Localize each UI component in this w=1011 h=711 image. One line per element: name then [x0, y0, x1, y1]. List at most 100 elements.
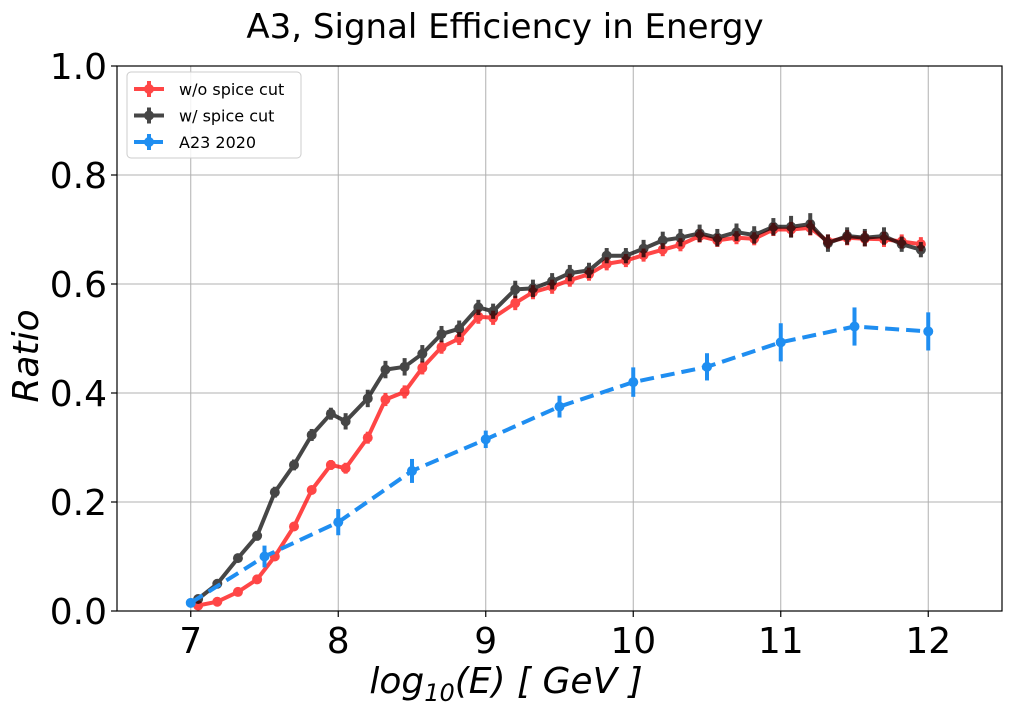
data-point — [212, 596, 223, 607]
data-point — [399, 361, 410, 372]
data-point — [488, 306, 499, 317]
data-point — [896, 239, 907, 250]
series-layer — [185, 213, 934, 611]
data-point — [380, 364, 391, 375]
data-point — [436, 342, 447, 353]
data-point — [252, 530, 263, 541]
data-point — [584, 265, 594, 276]
y-tick-label: 0.6 — [50, 265, 107, 306]
data-point — [306, 485, 317, 496]
data-point — [473, 302, 484, 313]
data-point — [601, 250, 612, 261]
data-point — [702, 361, 712, 372]
data-point — [325, 408, 336, 419]
data-point — [657, 244, 668, 255]
data-point — [417, 362, 428, 373]
data-point — [473, 311, 484, 322]
series-line-a23-2020 — [189, 324, 929, 605]
legend-marker-a23-2020 — [134, 134, 164, 150]
x-tick-label: 10 — [610, 621, 656, 662]
data-point — [399, 386, 410, 397]
data-point — [915, 244, 926, 255]
series-line-w-o-spice-cut — [197, 225, 922, 608]
y-tick-label: 1.0 — [50, 47, 107, 88]
data-point — [232, 586, 243, 597]
y-axis-label: Ratio — [6, 309, 47, 402]
legend-point — [144, 137, 154, 147]
data-point — [564, 268, 575, 279]
data-point — [454, 333, 465, 344]
legend-box — [126, 71, 302, 159]
data-point — [436, 329, 447, 340]
legend-label-a23-2020: A23 2020 — [179, 133, 256, 152]
series-w-spice-cut — [193, 213, 926, 605]
data-point — [923, 326, 934, 337]
data-point — [289, 521, 299, 532]
data-point — [417, 348, 428, 359]
plot-frame — [116, 65, 1003, 612]
x-tick-label: 11 — [758, 621, 804, 662]
x-axis-label: log10(E) [ GeV ] — [369, 661, 642, 707]
data-point — [601, 258, 612, 269]
data-point — [768, 221, 779, 232]
data-point — [362, 432, 373, 443]
legend-label-w-spice-cut: w/ spice cut — [179, 107, 274, 126]
chart-title: A3, Signal Efficiency in Energy — [246, 7, 763, 47]
data-point — [510, 284, 521, 295]
data-point — [362, 393, 373, 404]
data-point — [712, 232, 723, 243]
data-point — [527, 283, 538, 294]
data-point — [786, 221, 797, 232]
y-tick-label: 0.2 — [50, 483, 107, 524]
data-point — [749, 229, 760, 240]
x-tick-label: 9 — [474, 621, 497, 662]
legend: w/o spice cut w/ spice cut A23 2020 — [126, 71, 302, 159]
data-point — [554, 401, 565, 412]
series-a23-2020 — [185, 307, 934, 608]
y-tick-label: 0.8 — [50, 156, 107, 197]
data-point — [510, 298, 521, 309]
data-point — [340, 416, 351, 427]
x-tick-label: 12 — [905, 621, 951, 662]
data-point — [259, 551, 270, 562]
data-point — [628, 377, 639, 388]
x-tick-label: 8 — [327, 621, 350, 662]
data-point — [805, 219, 816, 230]
data-point — [849, 321, 860, 332]
y-tick-label: 0.0 — [50, 592, 107, 633]
data-point — [380, 394, 391, 405]
data-point — [822, 238, 833, 249]
data-point — [325, 459, 336, 470]
data-point — [842, 231, 853, 242]
data-point — [289, 459, 299, 470]
data-point — [454, 323, 465, 334]
data-point — [638, 243, 649, 254]
data-point — [269, 487, 280, 498]
data-point — [731, 227, 742, 238]
legend-point — [144, 84, 154, 94]
legend-point — [144, 110, 154, 121]
data-point — [340, 463, 351, 474]
x-tick-label: 7 — [179, 621, 202, 662]
data-point — [675, 232, 686, 243]
data-point — [657, 235, 668, 246]
legend-label-w-o-spice-cut: w/o spice cut — [179, 80, 284, 99]
data-point — [859, 232, 870, 243]
axis-ticks: 7 8 9 10 11 12 0.0 0.2 0.4 0.6 0.8 1.0 — [50, 47, 951, 662]
legend-marker-w-spice-cut — [134, 107, 164, 124]
data-point — [620, 250, 631, 261]
series-line-w-spice-cut — [196, 222, 922, 601]
data-point — [775, 337, 786, 348]
data-point — [185, 597, 196, 608]
data-point — [694, 228, 705, 239]
data-point — [333, 517, 344, 528]
legend-marker-w-o-spice-cut — [134, 81, 164, 97]
data-point — [879, 231, 889, 242]
data-point — [306, 429, 317, 440]
data-point — [232, 553, 243, 564]
y-tick-label: 0.4 — [50, 374, 107, 415]
data-point — [480, 434, 491, 445]
data-point — [252, 574, 263, 585]
data-point — [547, 276, 558, 287]
